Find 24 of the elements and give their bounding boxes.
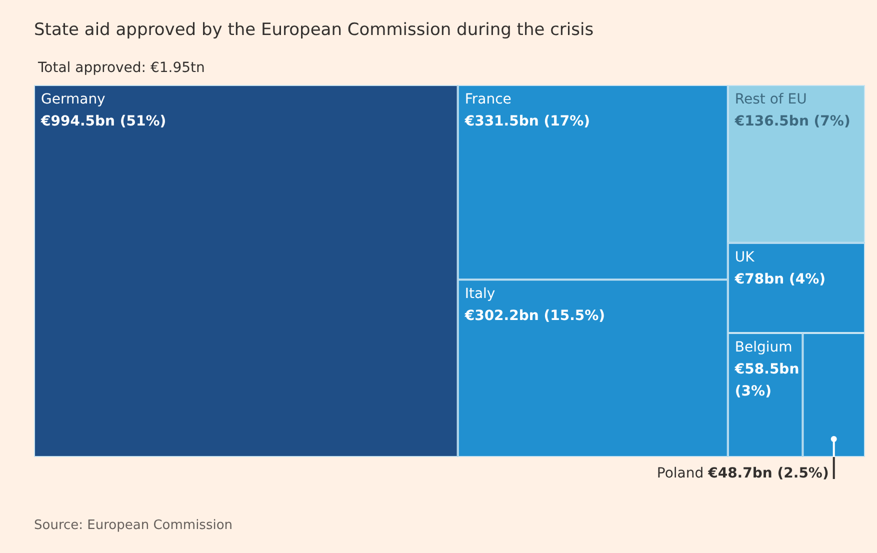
category-label: Italy [464, 286, 496, 302]
data-label: €78bn [734, 271, 784, 288]
category-label: Germany [41, 92, 106, 108]
text: State aid approved by the European Commission during the crisis [34, 20, 594, 40]
category-label: UK [734, 249, 756, 266]
text: (3%) [734, 384, 772, 400]
data-label: €331.5bn [464, 114, 539, 130]
data-label: €58.5bn [734, 362, 800, 378]
data-label: €994.5bn [40, 114, 116, 130]
text: (2.5%) [777, 466, 829, 482]
source-note: Source: European Commission [34, 518, 233, 533]
data-label: €136.5bn [734, 114, 809, 130]
category-label: France [464, 92, 512, 108]
text: Total approved: €1.95tn [38, 60, 205, 76]
text: (17%) [544, 114, 590, 130]
category-label: Rest of EU [734, 92, 807, 108]
category-label: Belgium [734, 340, 792, 356]
text: (51%) [120, 114, 166, 130]
text: (7%) [814, 114, 850, 130]
text: (15.5%) [544, 308, 606, 324]
data-label: €48.7bn [707, 466, 772, 482]
text: (4%) [788, 271, 826, 288]
category-label: Poland [656, 466, 708, 482]
data-label: €302.2bn [464, 308, 539, 324]
